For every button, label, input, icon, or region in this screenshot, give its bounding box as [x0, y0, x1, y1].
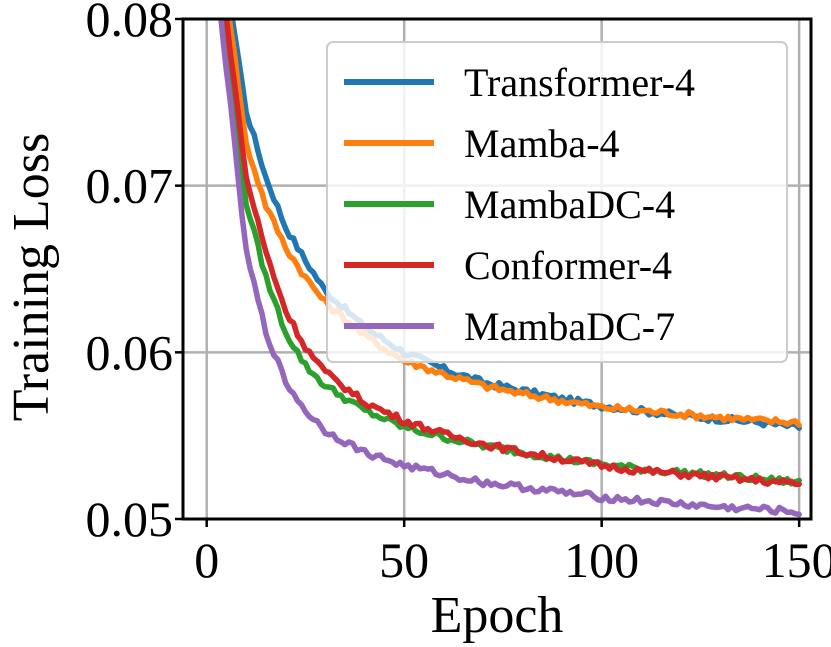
y-tick-label-0: 0.05: [86, 491, 174, 547]
y-tick-label-1: 0.06: [86, 324, 174, 380]
y-axis-label: Training Loss: [3, 133, 60, 421]
x-tick-label-0: 0: [194, 532, 219, 588]
series-line-mambadc-7: [218, 19, 802, 518]
legend-label-conformer-4: Conformer-4: [464, 243, 672, 288]
y-axis-ticks: 0.05 0.06 0.07 0.08: [86, 0, 183, 547]
y-tick-label-2: 0.07: [86, 158, 174, 214]
x-tick-label-1: 50: [379, 532, 429, 588]
x-tick-label-2: 100: [564, 532, 639, 588]
plot-frame: [181, 17, 813, 521]
series-line-conformer-4: [223, 19, 802, 488]
legend-label-mamba-4: Mamba-4: [464, 121, 620, 166]
y-tick-label-3: 0.08: [86, 0, 174, 47]
legend-label-transformer-4: Transformer-4: [464, 60, 695, 105]
series-line-mamba-4: [226, 19, 802, 428]
legend-box: [326, 41, 788, 363]
legend-label-mambadc-4: MambaDC-4: [464, 182, 675, 227]
x-tick-label-3: 150: [762, 532, 831, 588]
x-axis-label: Epoch: [431, 587, 564, 644]
plot-area: [218, 19, 802, 518]
legend: Transformer-4 Mamba-4 MambaDC-4 Conformer-4…: [326, 41, 788, 363]
legend-label-mambadc-7: MambaDC-7: [464, 304, 675, 349]
x-axis-ticks: 0 50 100 150: [194, 519, 831, 588]
series-line-transformer-4: [229, 19, 802, 431]
